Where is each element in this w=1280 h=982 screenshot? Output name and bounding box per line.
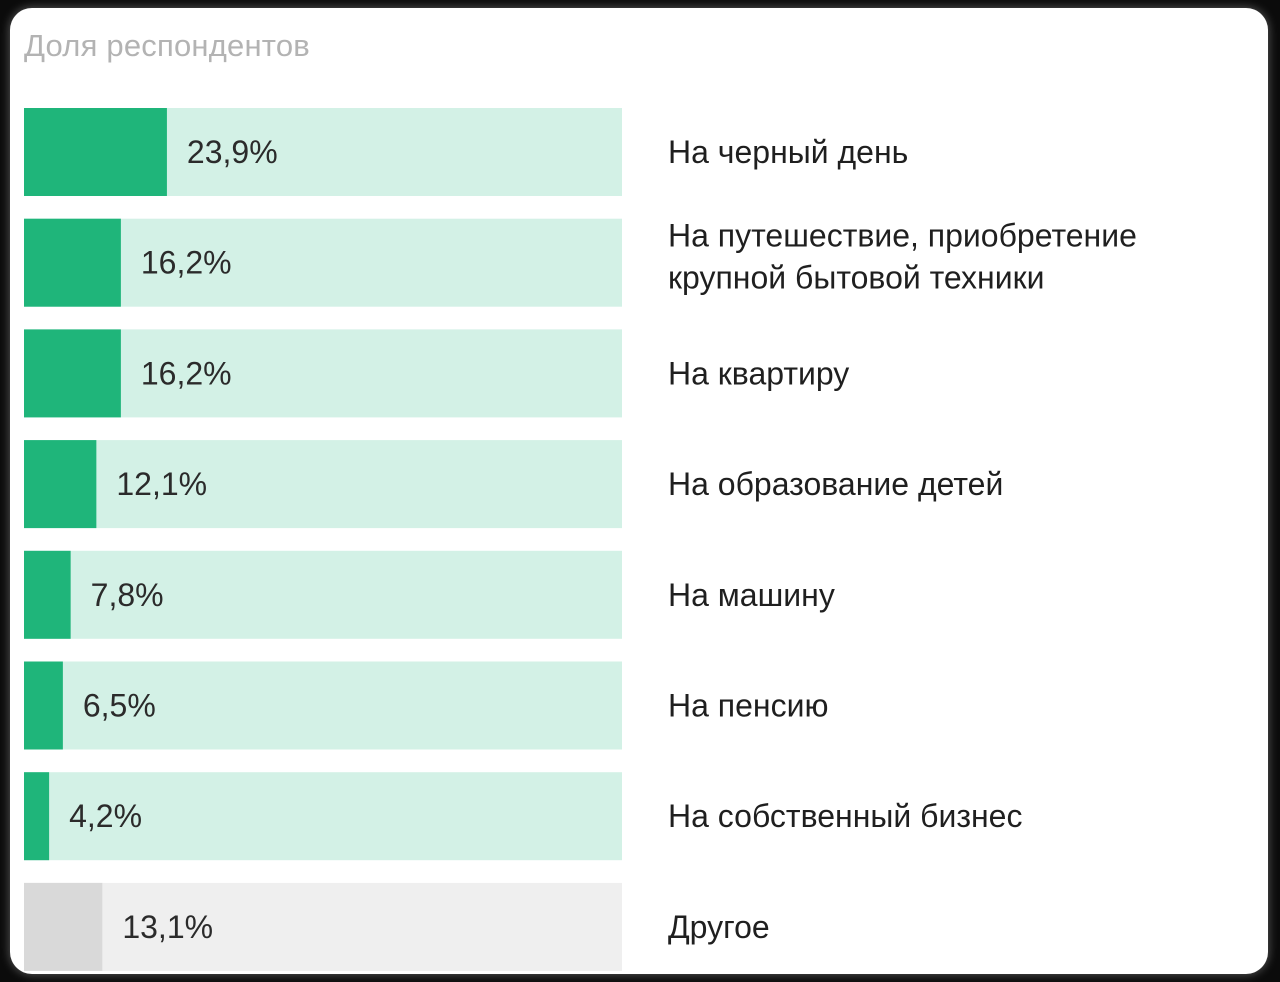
category-label: На образование детей [668,466,1003,502]
bar-value-label: 23,9% [187,134,278,170]
bar-track [24,772,622,861]
bar [24,108,167,196]
bar-value-label: 7,8% [91,577,164,613]
category-label: На квартиру [668,355,849,391]
bar-value-label: 16,2% [141,245,232,281]
category-label: На пенсию [668,688,828,724]
bar-track [24,218,622,307]
chart-title: Доля респондентов [24,28,310,63]
bar-track [24,329,622,418]
bar [24,882,103,971]
bar-row: 23,9% На черный день [24,108,908,196]
bar-row: 4,2% На собственный бизнес [24,772,1022,861]
category-label: На собственный бизнес [668,798,1022,834]
chart-card: Доля респондентов 23,9% На черный день 16,… [10,8,1268,974]
bar-track [24,550,622,639]
bar [24,772,50,861]
bar [24,329,121,418]
bar-row: 16,2% На квартиру [24,329,849,418]
bar-track [24,661,622,750]
bar [24,661,63,750]
bar-row: 7,8% На машину [24,550,835,639]
bar-row: 6,5% На пенсию [24,661,828,750]
category-label: На путешествие, приобретение крупной быто… [668,218,1137,296]
bar-row: 12,1% На образование детей [24,440,1003,529]
category-label: На черный день [668,134,908,170]
bar-value-label: 4,2% [69,798,142,834]
category-label: На машину [668,577,835,613]
bar-chart: 23,9% На черный день 16,2% На путешествие, … [24,108,1137,971]
bar-value-label: 12,1% [116,466,207,502]
bar-track [24,882,622,971]
bar-row: 16,2% На путешествие, приобретение крупной… [24,218,1137,307]
bar-row: 13,1% Другое [24,882,770,971]
bar [24,550,71,639]
bar [24,440,97,529]
category-label: Другое [668,909,770,945]
bar-value-label: 6,5% [83,688,156,724]
bar-value-label: 13,1% [122,909,213,945]
bar [24,218,121,307]
bar-value-label: 16,2% [141,355,232,391]
bar-track [24,440,622,529]
